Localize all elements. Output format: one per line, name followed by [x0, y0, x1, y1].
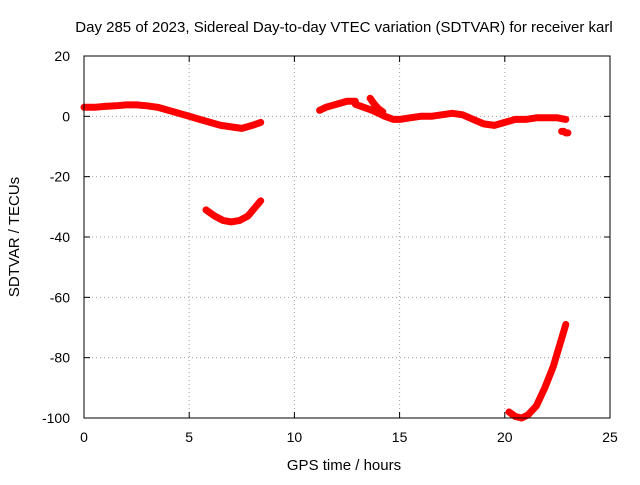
- x-tick-label: 0: [80, 429, 88, 445]
- data-series-arc-5: [558, 127, 572, 137]
- data-point: [524, 411, 532, 419]
- data-point: [522, 116, 530, 123]
- data-point: [562, 116, 570, 123]
- data-point: [236, 217, 243, 224]
- y-tick-label: 0: [62, 108, 70, 124]
- data-point: [154, 104, 161, 111]
- data-point: [164, 107, 172, 114]
- x-axis-label: GPS time / hours: [287, 457, 401, 474]
- data-point: [352, 101, 359, 108]
- data-point: [133, 101, 140, 109]
- data-point: [533, 402, 540, 410]
- data-point: [564, 129, 572, 137]
- y-tick-label: -80: [50, 350, 70, 366]
- data-point: [257, 119, 264, 126]
- data-point: [316, 107, 323, 114]
- data-point: [122, 101, 130, 109]
- y-tick-label: 20: [54, 48, 70, 64]
- data-point: [449, 110, 456, 117]
- data-point: [333, 101, 340, 108]
- data-point: [343, 98, 351, 105]
- data-point: [438, 111, 445, 119]
- data-point: [91, 104, 98, 111]
- x-tick-label: 5: [185, 429, 193, 445]
- data-point: [541, 384, 548, 392]
- data-point: [543, 114, 551, 122]
- data-point: [562, 321, 570, 328]
- data-point: [228, 218, 235, 226]
- data-point: [459, 111, 466, 119]
- data-point: [217, 122, 224, 129]
- tick-layer: 0 5 10 15 20 25 20 0 -20 -40 -60 -80 -100: [42, 48, 618, 445]
- y-tick-label: -40: [50, 229, 70, 245]
- data-point: [427, 113, 435, 120]
- data-layer: [80, 94, 572, 422]
- data-point: [417, 113, 424, 120]
- data-point: [406, 114, 414, 122]
- y-axis-label: SDTVAR / TECUs: [6, 177, 23, 297]
- data-point: [143, 102, 151, 109]
- data-point: [533, 114, 540, 122]
- data-point: [238, 125, 245, 132]
- data-point: [554, 114, 561, 122]
- data-point: [251, 205, 258, 212]
- data-point: [360, 104, 368, 111]
- data-point: [371, 101, 378, 108]
- data-point: [470, 116, 477, 123]
- data-point: [244, 212, 252, 220]
- data-point: [549, 363, 557, 370]
- data-series-arc-6: [505, 321, 570, 422]
- data-point: [491, 122, 498, 129]
- data-point: [366, 95, 374, 102]
- data-point: [186, 113, 193, 120]
- data-point: [101, 103, 109, 110]
- data-point: [112, 102, 119, 109]
- data-point: [512, 116, 519, 123]
- data-point: [219, 217, 227, 224]
- data-point: [207, 119, 214, 126]
- x-tick-label: 15: [392, 429, 408, 445]
- y-tick-label: -100: [42, 410, 70, 426]
- data-point: [196, 116, 203, 123]
- x-tick-label: 25: [602, 429, 618, 445]
- data-point: [228, 123, 235, 131]
- chart-title: Day 285 of 2023, Sidereal Day-to-day VTE…: [75, 19, 612, 36]
- data-point: [175, 110, 182, 117]
- data-point: [211, 212, 218, 220]
- data-series-arc-1: [80, 101, 265, 132]
- y-tick-label: -20: [50, 169, 70, 185]
- data-point: [322, 104, 330, 111]
- data-series-arc-4: [351, 100, 570, 129]
- data-point: [556, 342, 563, 349]
- x-tick-label: 20: [497, 429, 513, 445]
- data-point: [396, 116, 403, 123]
- x-tick-label: 10: [287, 429, 303, 445]
- data-series-arc-4b: [366, 94, 387, 116]
- data-point: [249, 122, 256, 129]
- data-point: [202, 206, 210, 214]
- data-point: [512, 413, 519, 420]
- data-point: [390, 116, 397, 123]
- data-point: [379, 108, 386, 116]
- y-tick-label: -60: [50, 289, 70, 305]
- data-series-arc-2: [202, 197, 265, 226]
- data-point: [505, 408, 513, 416]
- data-point: [501, 119, 508, 126]
- data-series-arc-3: [316, 97, 359, 114]
- data-point: [257, 197, 264, 204]
- data-point: [480, 120, 487, 128]
